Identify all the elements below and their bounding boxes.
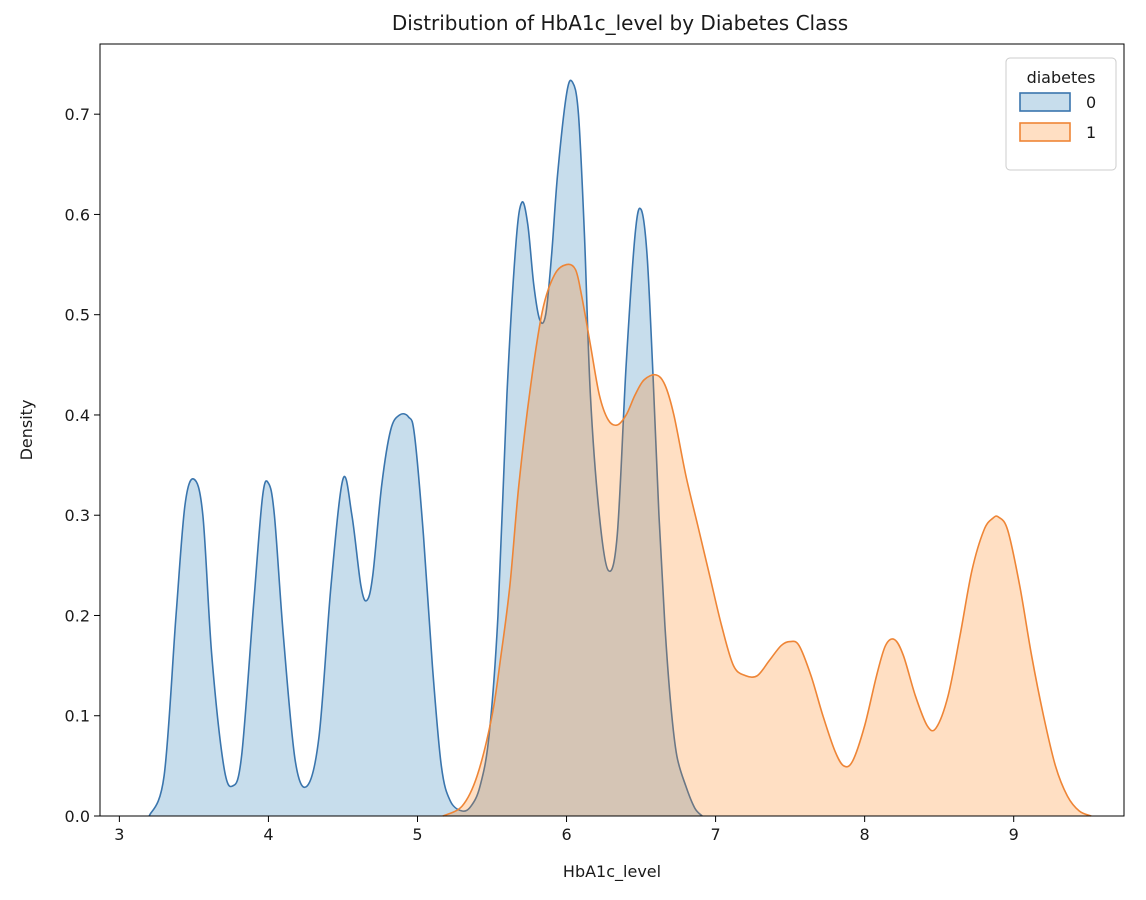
series-0-line bbox=[148, 79, 703, 817]
series-1-area bbox=[442, 264, 1092, 816]
series-0-area bbox=[149, 80, 703, 816]
x-tick-label: 7 bbox=[710, 825, 720, 844]
legend-box bbox=[1005, 57, 1117, 171]
y-tick-label: 0.0 bbox=[65, 807, 90, 826]
x-tick-label: 5 bbox=[412, 825, 422, 844]
legend-title: diabetes bbox=[1027, 68, 1096, 87]
x-tick-label: 6 bbox=[561, 825, 571, 844]
y-axis-label: Density bbox=[17, 400, 36, 461]
y-tick-label: 0.3 bbox=[65, 506, 90, 525]
legend-entries: 01 bbox=[1019, 92, 1096, 142]
x-tick-label: 3 bbox=[114, 825, 124, 844]
legend-swatch-0 bbox=[1019, 92, 1071, 112]
plot-frame bbox=[99, 43, 1125, 817]
chart-title: Distribution of HbA1c_level by Diabetes … bbox=[392, 11, 848, 35]
y-tick-label: 0.1 bbox=[65, 707, 90, 726]
legend-label-1: 1 bbox=[1086, 123, 1096, 142]
x-axis: 3 4 5 6 7 8 9 bbox=[114, 816, 1019, 844]
x-tick-label: 9 bbox=[1009, 825, 1019, 844]
y-tick-label: 0.2 bbox=[65, 606, 90, 625]
legend: diabetes 01 bbox=[1005, 57, 1117, 171]
series-1-line bbox=[442, 263, 1092, 817]
legend-swatch-1 bbox=[1019, 122, 1071, 142]
legend-label-0: 0 bbox=[1086, 93, 1096, 112]
x-tick-label: 4 bbox=[263, 825, 273, 844]
series-layer bbox=[148, 79, 1092, 817]
y-tick-label: 0.4 bbox=[65, 406, 90, 425]
x-axis-label: HbA1c_level bbox=[563, 862, 661, 882]
x-tick-label: 8 bbox=[860, 825, 870, 844]
y-tick-label: 0.7 bbox=[65, 105, 90, 124]
y-axis: 0.0 0.1 0.2 0.3 0.4 0.5 0.6 0.7 bbox=[65, 105, 100, 826]
y-tick-label: 0.5 bbox=[65, 306, 90, 325]
y-tick-label: 0.6 bbox=[65, 205, 90, 224]
